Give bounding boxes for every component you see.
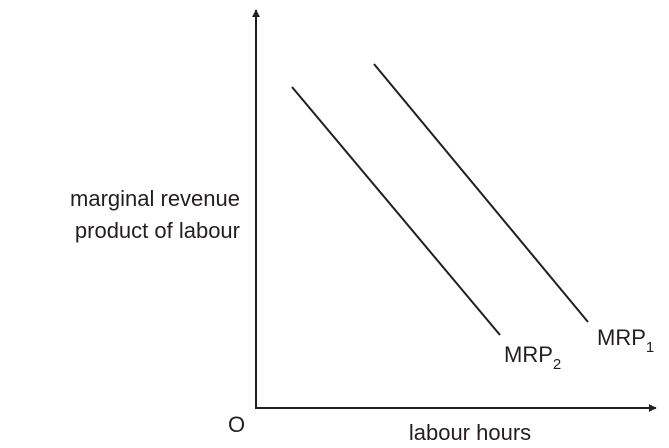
curve-label-base: MRP	[597, 325, 646, 350]
origin-label: O	[228, 412, 245, 437]
mrp1-curve	[373, 63, 589, 323]
curve-label-base: MRP	[504, 342, 553, 367]
y-axis-label: product of labour	[75, 218, 240, 243]
mrp2-curve	[291, 86, 501, 336]
curve-label: MRP2	[504, 342, 561, 373]
curve-label: MRP1	[597, 325, 654, 356]
y-axis-label: marginal revenue	[70, 186, 240, 211]
curve-label-sub: 1	[646, 339, 654, 356]
curve-label-sub: 2	[553, 356, 561, 373]
x-axis-label: labour hours	[409, 420, 531, 443]
